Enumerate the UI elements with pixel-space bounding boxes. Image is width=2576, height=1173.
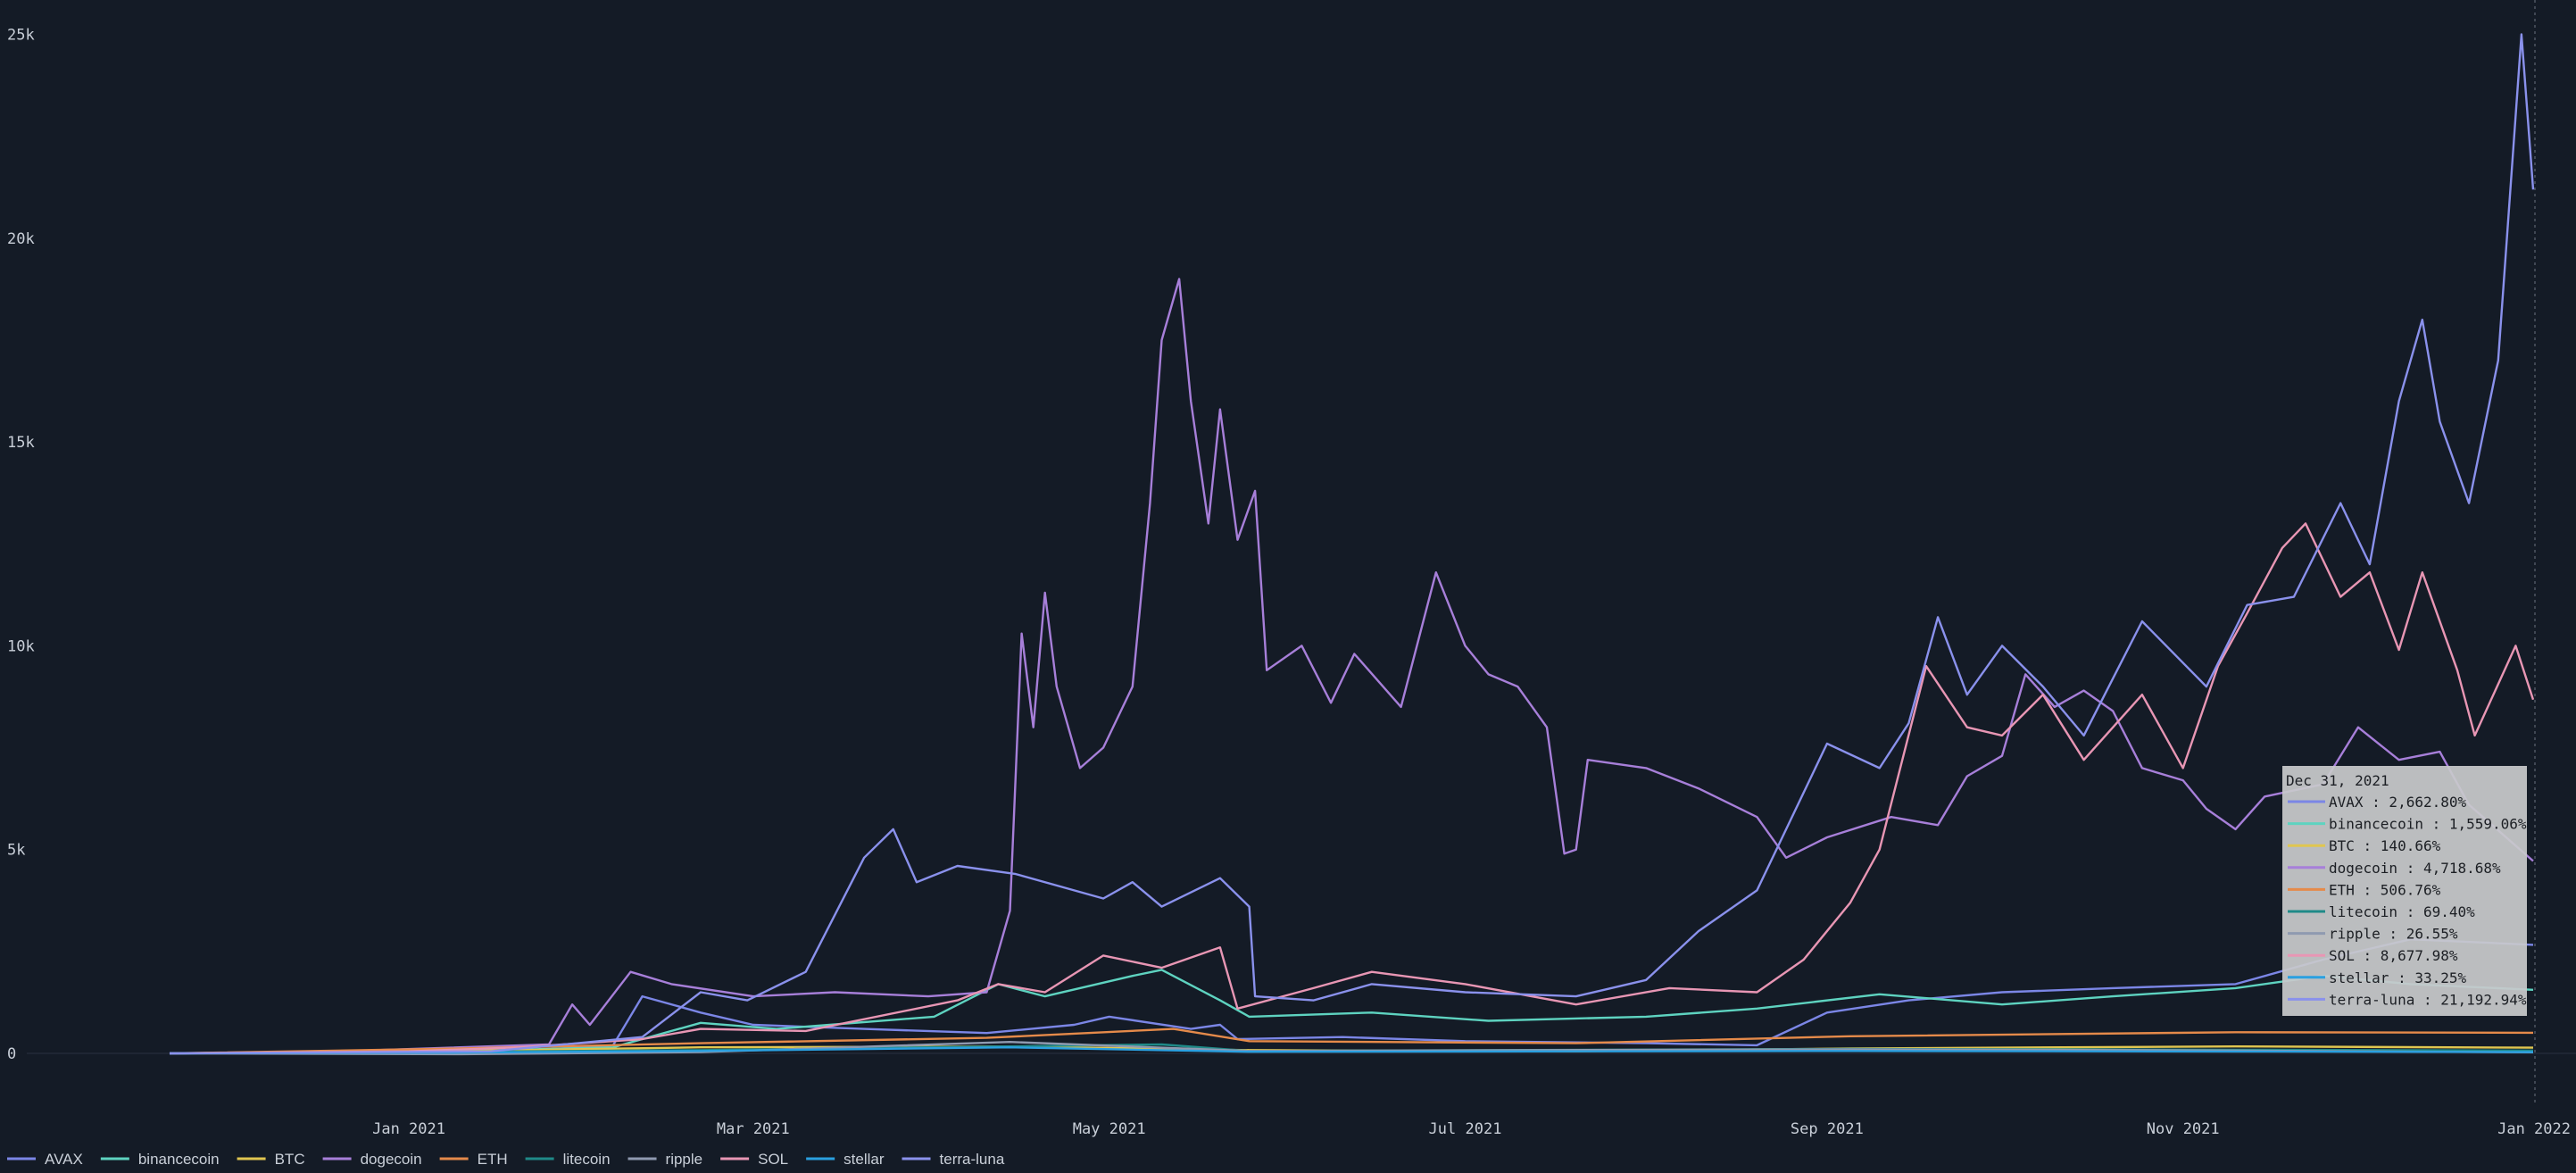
legend-item-ripple[interactable]: ripple [627, 1151, 703, 1168]
legend-item-litecoin[interactable]: litecoin [525, 1151, 611, 1168]
tooltip-row-dogecoin: dogecoin : 4,718.68% [2329, 860, 2501, 877]
legend-label: AVAX [45, 1151, 83, 1168]
x-tick-label: Mar 2021 [717, 1120, 790, 1138]
series-line-sol[interactable] [169, 522, 2535, 1055]
y-tick-label: 0 [7, 1045, 16, 1063]
x-tick-label: Nov 2021 [2147, 1120, 2220, 1138]
legend-label: dogecoin [361, 1151, 422, 1168]
y-tick-label: 20k [7, 230, 35, 248]
x-tick-label: Sep 2021 [1791, 1120, 1864, 1138]
tooltip-row-avax: AVAX : 2,662.80% [2329, 794, 2466, 811]
legend-item-binancecoin[interactable]: binancecoin [100, 1151, 220, 1168]
y-tick-label: 25k [7, 27, 35, 45]
legend-item-eth[interactable]: ETH [439, 1151, 508, 1168]
legend-label: litecoin [563, 1151, 611, 1168]
series-line-dogecoin[interactable] [169, 278, 2534, 1055]
tooltip-title: Dec 31, 2021 [2286, 772, 2389, 789]
series-line-terra-luna[interactable] [169, 33, 2535, 1055]
tooltip-box [2282, 766, 2527, 1016]
series-lines [169, 33, 2535, 1056]
x-tick-label: Jan 2021 [372, 1120, 445, 1138]
tooltip-row-stellar: stellar : 33.25% [2329, 969, 2466, 986]
legend-label: stellar [843, 1151, 885, 1168]
x-tick-label: Jan 2022 [2497, 1120, 2571, 1138]
legend-label: terra-luna [940, 1151, 1005, 1168]
x-tick-label: Jul 2021 [1429, 1120, 1502, 1138]
series-line-eth[interactable] [169, 1027, 2534, 1055]
tooltip: Dec 31, 2021 AVAX : 2,662.80% binancecoin … [2282, 766, 2527, 1016]
legend-label: BTC [275, 1151, 305, 1168]
series-line-ripple[interactable] [169, 1041, 2534, 1056]
tooltip-row-terra-luna: terra-luna : 21,192.94% [2329, 991, 2527, 1008]
legend-label: ripple [666, 1151, 703, 1168]
y-tick-label: 10k [7, 637, 35, 655]
axes: 0 5k 10k 15k 20k 25k Jan 2021 Mar 2021 May 2021 J… [7, 0, 2576, 1138]
legend-item-btc[interactable]: BTC [237, 1151, 305, 1168]
legend-item-sol[interactable]: SOL [720, 1151, 788, 1168]
tooltip-row-eth: ETH : 506.76% [2329, 881, 2441, 898]
tooltip-row-btc: BTC : 140.66% [2329, 837, 2441, 854]
legend-label: binancecoin [138, 1151, 220, 1168]
legend-label: ETH [478, 1151, 508, 1168]
y-tick-label: 5k [7, 842, 25, 860]
legend-label: SOL [758, 1151, 788, 1168]
tooltip-row-litecoin: litecoin : 69.40% [2329, 903, 2475, 920]
series-line-avax[interactable] [169, 938, 2534, 1055]
series-line-stellar[interactable] [169, 1046, 2534, 1055]
tooltip-row-binancecoin: binancecoin : 1,559.06% [2329, 816, 2527, 833]
legend-item-terra-luna[interactable]: terra-luna [902, 1151, 1005, 1168]
tooltip-row-ripple: ripple : 26.55% [2329, 926, 2458, 943]
y-tick-label: 15k [7, 434, 35, 452]
legend-item-avax[interactable]: AVAX [7, 1151, 83, 1168]
tooltip-row-sol: SOL : 8,677.98% [2329, 947, 2458, 964]
legend-item-dogecoin[interactable]: dogecoin [322, 1151, 422, 1168]
legend-item-stellar[interactable]: stellar [806, 1151, 885, 1168]
x-tick-label: May 2021 [1073, 1120, 1146, 1138]
legend: AVAX binancecoin BTC dogecoin ETH litecoin rip… [7, 1151, 1005, 1168]
